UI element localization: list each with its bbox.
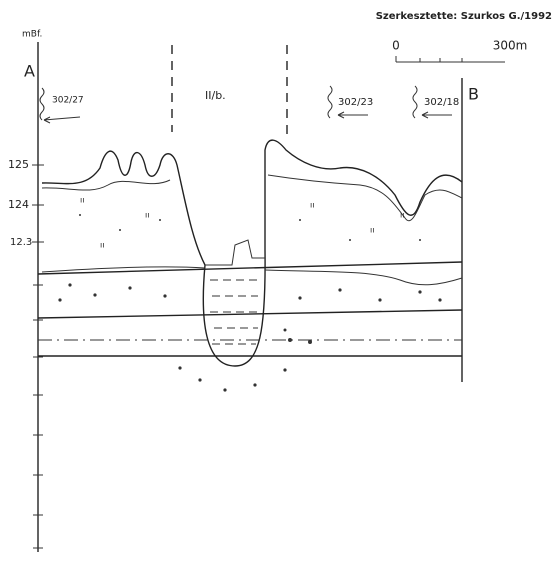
well-label: 302/23 xyxy=(338,97,373,108)
axis-unit: mBf. xyxy=(22,30,42,40)
well-label: 302/27 xyxy=(52,96,84,106)
scale-bar: 0 300m xyxy=(392,39,527,63)
surface-profile xyxy=(42,140,462,366)
scale-line xyxy=(396,56,505,62)
svg-text:ıı: ıı xyxy=(80,196,84,205)
axis-label: 124 xyxy=(8,198,29,211)
layer-line xyxy=(38,262,462,274)
trench-hatch xyxy=(210,280,258,344)
soil-boundary xyxy=(42,175,462,221)
cross-section: Szerkesztette: Szurkos G./1992 0 300m mB… xyxy=(0,0,558,561)
end-label-a: A xyxy=(24,62,35,81)
svg-text:ıı: ıı xyxy=(400,211,404,220)
svg-text:ıı: ıı xyxy=(370,226,374,235)
scale-start: 0 xyxy=(392,39,400,53)
layer-line xyxy=(42,267,462,285)
well-label: 302/18 xyxy=(424,97,459,108)
scale-end: 300m xyxy=(493,39,528,53)
trench-fill xyxy=(205,240,265,265)
end-label-b: B xyxy=(468,85,479,104)
unit-boundaries xyxy=(172,45,287,140)
svg-text:ıı: ıı xyxy=(310,201,314,210)
layer-line xyxy=(38,310,462,318)
unit-label: II/b. xyxy=(205,89,226,102)
axis-label: 125 xyxy=(8,158,29,171)
texture-dots: ıı ıı ıı ıı ıı ıı xyxy=(58,196,441,392)
axis-label: 12.3 xyxy=(10,237,32,248)
credit: Szerkesztette: Szurkos G./1992 xyxy=(376,11,552,22)
well-symbols xyxy=(40,86,452,123)
svg-text:ıı: ıı xyxy=(100,241,104,250)
svg-text:ıı: ıı xyxy=(145,211,149,220)
